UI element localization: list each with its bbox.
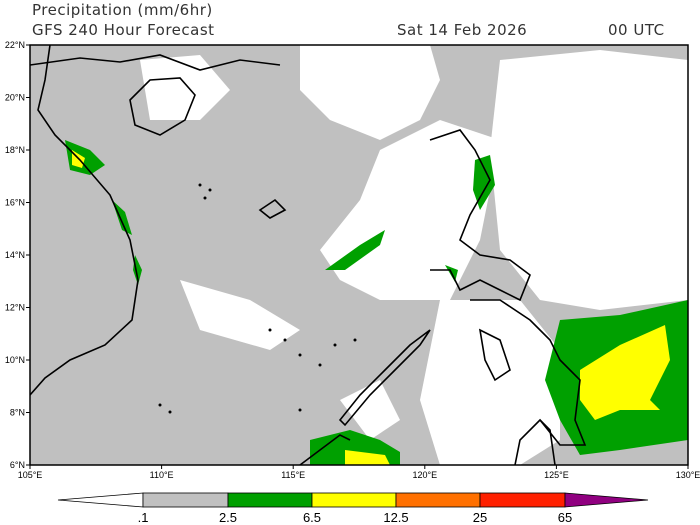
precip-field	[30, 45, 688, 465]
colorbar-seg-gray	[142, 492, 229, 508]
lat-label: 16°N	[5, 198, 25, 208]
colorbar-seg-red	[479, 492, 566, 508]
precip-moderate	[473, 155, 495, 210]
borneo-coast	[299, 434, 351, 465]
palawan-coast	[338, 329, 431, 427]
colorbar-label: 65	[558, 510, 572, 525]
colorbar-label: 25	[473, 510, 487, 525]
lon-label: 120°E	[412, 470, 437, 480]
lat-label: 14°N	[5, 250, 25, 260]
sulawesi-coast	[539, 419, 556, 465]
lat-label: 20°N	[5, 93, 25, 103]
lon-label: 110°E	[150, 470, 174, 480]
lat-label: 22°N	[5, 40, 25, 50]
colorbar: .1 2.5 6.5 12.5 25 65	[57, 492, 649, 525]
colorbar-label: .1	[138, 510, 149, 525]
valid-time: 00 UTC	[608, 21, 665, 39]
colorbar-label: 6.5	[303, 510, 321, 525]
luzon-coast	[429, 129, 531, 302]
lat-label: 12°N	[5, 303, 25, 313]
paracel-islands	[258, 198, 287, 219]
colorbar-under	[57, 492, 144, 508]
colorbar-seg-orange	[395, 492, 481, 508]
lat-label: 6°N	[10, 460, 25, 470]
lon-axis: 105°E 110°E 115°E 120°E 125°E 130°E	[18, 465, 700, 480]
lat-axis: 22°N 20°N 18°N 16°N 14°N 12°N 10°N 8°N 6°N	[5, 40, 30, 470]
lon-label: 130°E	[676, 470, 700, 480]
dry-area	[180, 280, 300, 350]
hainan-coast	[129, 77, 196, 136]
mindanao-coast	[470, 299, 587, 465]
precip-moderate	[325, 230, 385, 270]
vietnam-coast	[30, 45, 139, 396]
colorbar-seg-green	[227, 492, 313, 508]
model-label: GFS 240 Hour Forecast	[32, 21, 215, 39]
lon-label: 125°E	[544, 470, 569, 480]
colorbar-label: 12.5	[383, 510, 408, 525]
lat-label: 10°N	[5, 355, 25, 365]
lon-label: 105°E	[18, 470, 43, 480]
lat-label: 8°N	[10, 408, 25, 418]
visayas-coast	[478, 328, 511, 382]
dry-area	[340, 380, 400, 440]
dry-area	[420, 300, 560, 465]
colorbar-seg-yellow	[311, 492, 397, 508]
colorbar-over	[564, 492, 649, 508]
precip-heavy	[580, 325, 670, 420]
valid-date: Sat 14 Feb 2026	[397, 21, 528, 39]
precip-moderate	[112, 200, 132, 235]
lon-label: 115°E	[281, 470, 305, 480]
dry-area	[140, 55, 230, 120]
spratly-islands	[158, 183, 357, 414]
china-coast	[30, 54, 281, 71]
coastlines	[30, 45, 587, 465]
precip-heavy	[345, 450, 390, 465]
dry-area	[490, 50, 688, 310]
map-title: Precipitation (mm/6hr)	[32, 1, 213, 19]
lat-label: 18°N	[5, 145, 25, 155]
precip-moderate	[65, 140, 105, 175]
colorbar-label: 2.5	[219, 510, 237, 525]
dry-area	[300, 45, 440, 140]
